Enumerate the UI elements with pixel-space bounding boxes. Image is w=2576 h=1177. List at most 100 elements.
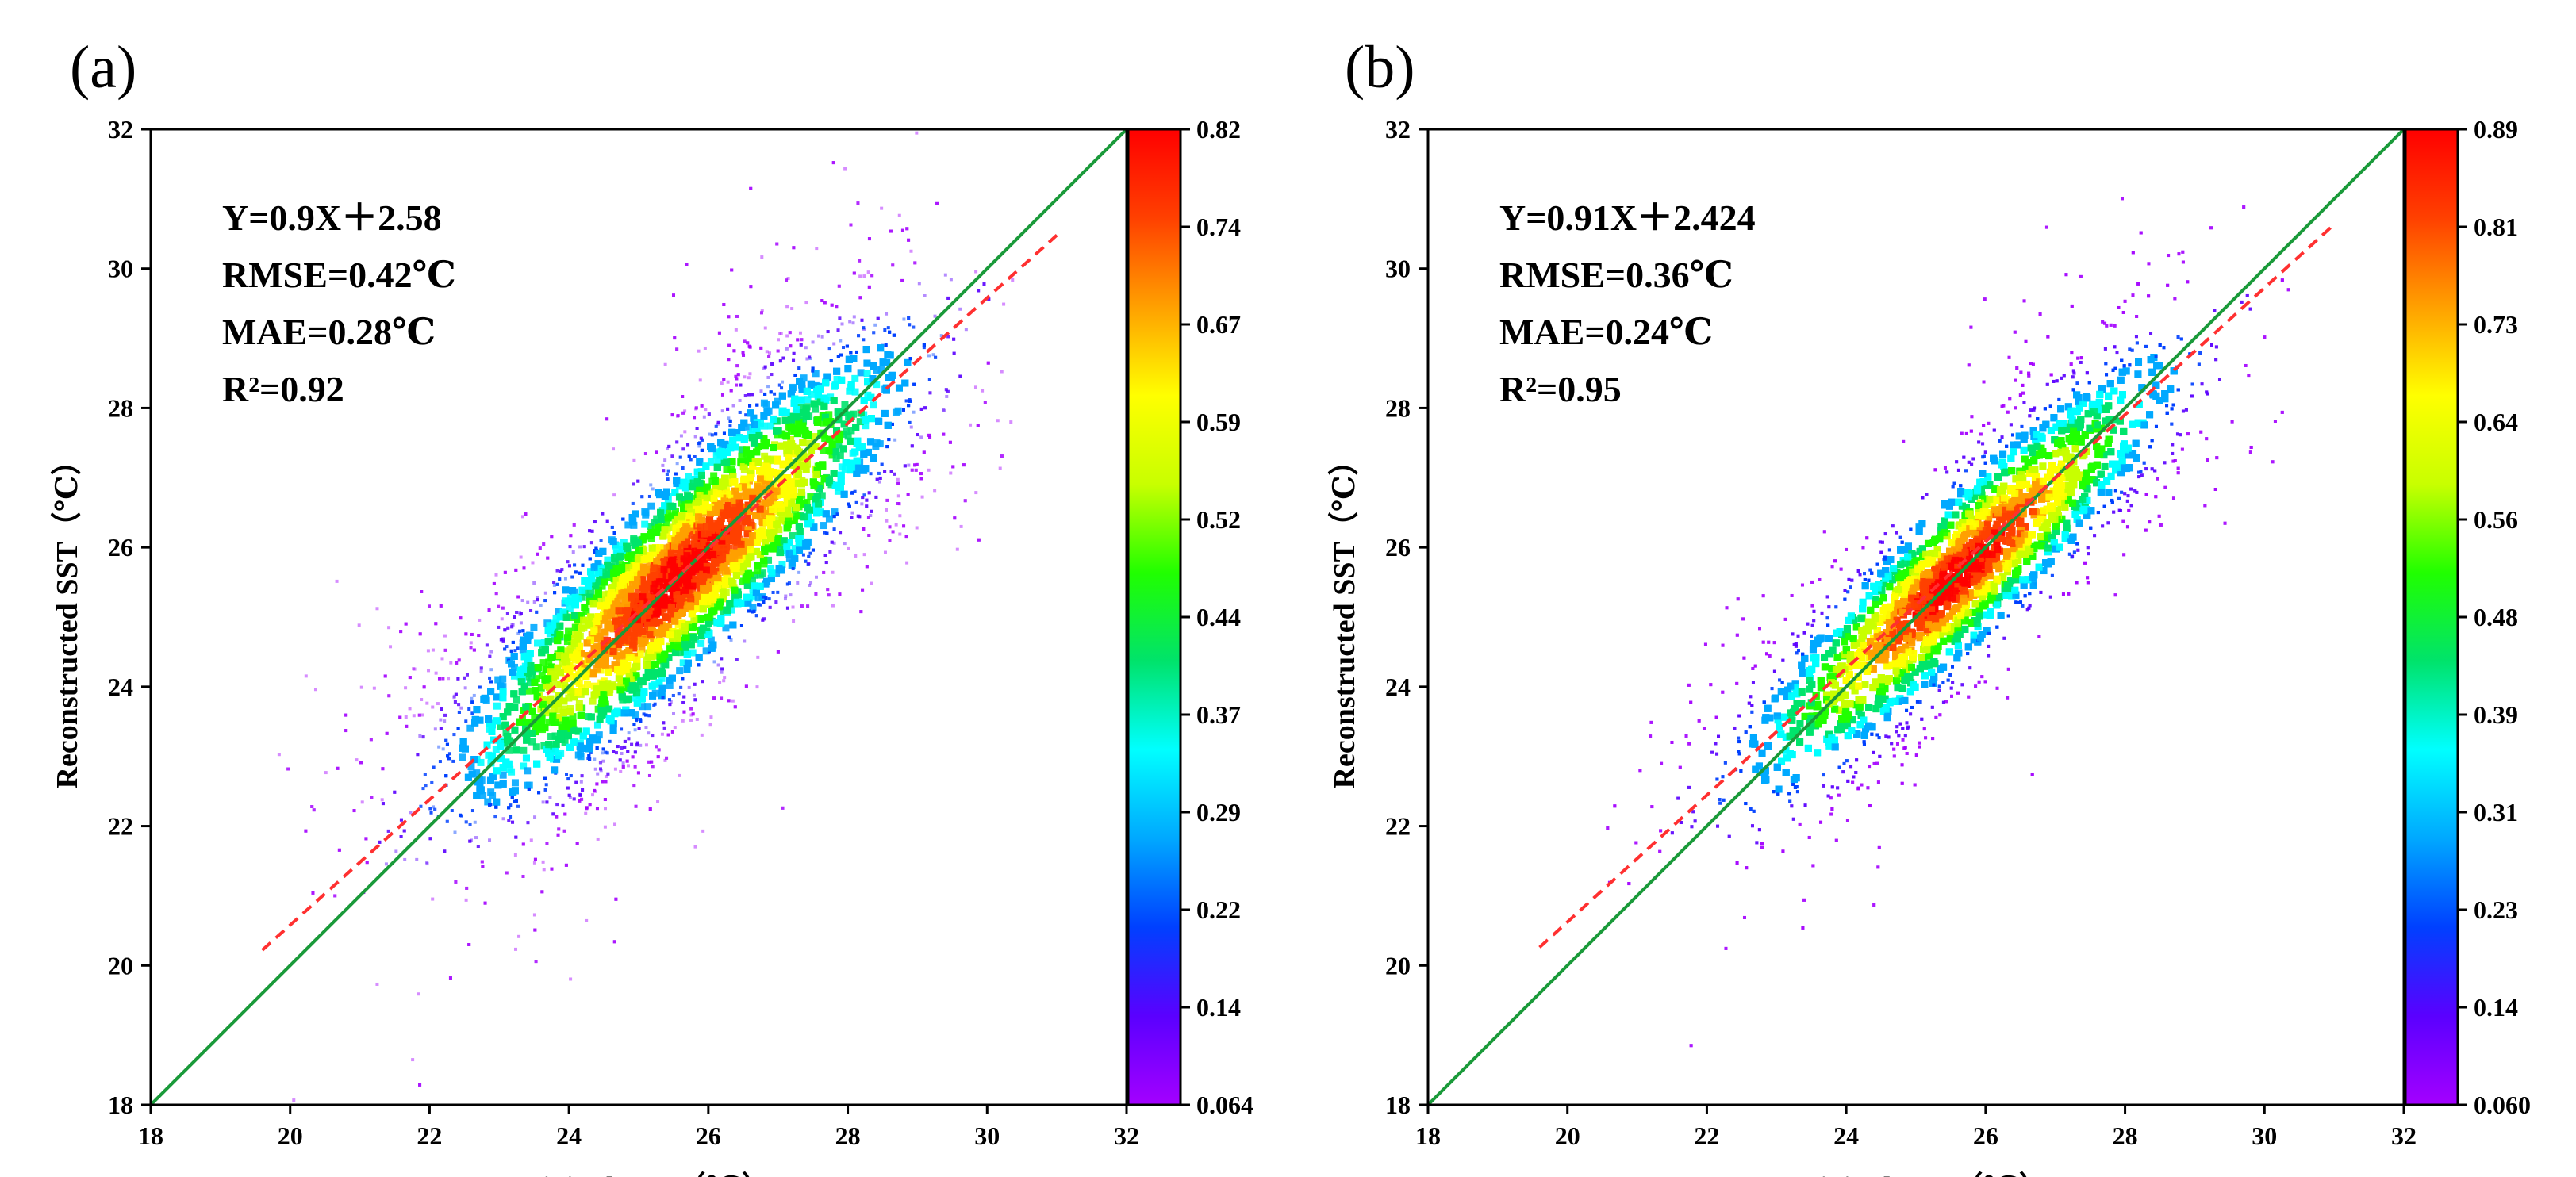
density-point [514,947,518,951]
density-point [445,819,449,823]
density-point [621,765,625,769]
density-point [539,659,547,667]
density-point [432,765,436,769]
density-point [934,355,938,359]
density-point [773,392,777,396]
density-point [738,410,742,414]
density-point [548,796,552,799]
density-point [750,393,754,397]
density-point [888,539,892,542]
density-point [519,612,523,615]
density-point [666,477,670,481]
density-point [958,307,962,311]
density-point [505,612,509,615]
density-point [438,760,442,764]
density-point [694,407,698,411]
density-point [734,328,738,332]
density-point [433,727,437,731]
density-point [641,520,649,528]
density-point [862,338,866,342]
density-point [787,435,795,443]
density-point [598,761,602,765]
density-point [939,334,943,338]
density-point [416,753,420,757]
density-point [569,534,573,538]
density-point [566,786,570,790]
density-point [720,409,724,413]
density-point [797,366,801,370]
density-point [627,737,631,741]
density-point [808,357,812,361]
density-point [541,800,545,804]
density-point [760,422,768,430]
density-point [842,346,846,350]
density-point [952,351,956,355]
density-point [867,491,871,495]
density-point [623,739,627,743]
density-point [710,472,718,480]
density-point [733,705,737,709]
density-point [905,227,909,231]
density-point [543,788,547,792]
density-point [585,806,589,810]
density-point [952,337,956,341]
density-point [647,760,651,764]
density-point [639,703,647,711]
density-point [561,803,565,807]
density-point [344,729,348,733]
density-point [632,711,639,719]
density-point [949,278,953,282]
density-point [906,493,910,496]
density-point [865,498,869,502]
density-point [749,186,753,190]
density-point [621,765,625,769]
density-point [823,554,827,558]
density-point [566,604,574,612]
density-point [820,299,824,303]
density-point [639,743,643,747]
density-point [789,532,797,540]
density-point [492,581,496,585]
density-point [689,707,693,711]
density-point [759,311,763,315]
density-point [607,665,615,673]
density-point [776,650,780,654]
density-point [651,487,655,491]
density-point [1011,278,1015,282]
density-point [900,228,904,232]
density-point [927,433,931,437]
density-point [697,349,701,353]
density-point [681,411,685,415]
density-point [722,378,726,381]
density-point [551,812,555,816]
density-point [626,764,630,768]
density-point [948,440,952,444]
density-point [1002,302,1006,306]
density-point [449,661,453,665]
density-point [647,494,651,498]
density-point [789,344,793,348]
density-point [676,667,684,675]
density-point [381,767,385,771]
density-point [620,727,624,731]
density-point [862,527,866,531]
density-point [742,353,746,357]
density-point [626,750,630,753]
density-point [578,792,582,796]
density-point [688,531,696,539]
density-point [555,815,559,819]
density-point [555,803,559,807]
density-point [761,512,769,519]
density-point [601,751,605,755]
density-point [712,660,716,664]
density-point [867,534,871,538]
density-point [434,622,438,626]
density-point [981,389,985,393]
density-point [381,802,385,806]
density-point [766,385,770,389]
density-point [861,588,865,592]
density-point [336,766,340,770]
density-point [634,804,638,808]
density-point [550,867,554,871]
density-point [676,414,680,418]
